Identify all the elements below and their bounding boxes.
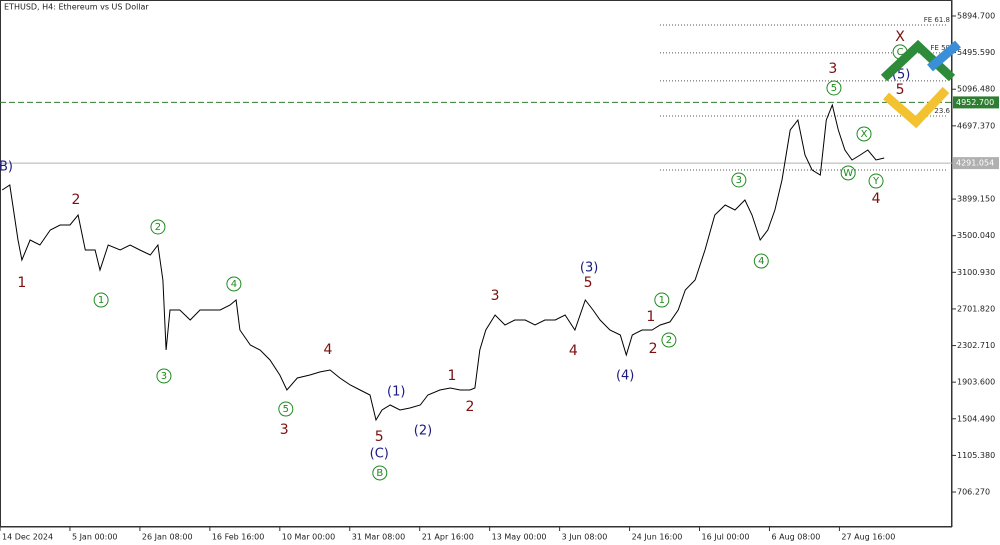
x-tick-label: 21 Apr 16:00 bbox=[422, 533, 474, 542]
y-tick-label: 706.270 bbox=[957, 488, 990, 497]
x-tick-label: 13 May 00:00 bbox=[492, 533, 547, 542]
x-tick-label: 27 Aug 16:00 bbox=[841, 533, 895, 542]
wave-label: 4 bbox=[231, 279, 237, 290]
wave-circle bbox=[150, 219, 166, 235]
wave-label: 3 bbox=[280, 422, 289, 438]
x-tick-label: 3 Jun 08:00 bbox=[562, 533, 608, 542]
wave-circle bbox=[661, 332, 677, 348]
fib-label: 23.6 bbox=[934, 107, 950, 115]
wave-label: W bbox=[843, 168, 853, 179]
wave-label: (1) bbox=[387, 384, 405, 399]
wave-label: 5 bbox=[896, 82, 905, 98]
wave-circle bbox=[372, 465, 388, 481]
chart-title: ETHUSD, H4: Ethereum vs US Dollar bbox=[4, 3, 149, 12]
wave-label: 5 bbox=[831, 83, 837, 94]
wave-label: 1 bbox=[17, 275, 26, 291]
y-tick-label: 2701.820 bbox=[957, 304, 995, 313]
x-tick-label: 16 Jul 00:00 bbox=[702, 533, 750, 542]
wave-label: Y bbox=[872, 176, 880, 187]
wave-label: 2 bbox=[649, 341, 658, 357]
x-tick-label: 31 Mar 08:00 bbox=[352, 533, 405, 542]
wave-circle bbox=[731, 172, 747, 188]
wave-circle bbox=[753, 253, 769, 269]
price-label-box bbox=[953, 157, 999, 170]
wave-circle bbox=[278, 401, 294, 417]
wave-label: 2 bbox=[466, 399, 475, 415]
x-tick-label: 14 Dec 2024 bbox=[2, 533, 53, 542]
wave-label: (2) bbox=[414, 424, 432, 439]
wave-label: 5 bbox=[375, 429, 384, 445]
wave-label: 5 bbox=[283, 404, 289, 415]
wave-circle bbox=[868, 173, 884, 189]
x-tick-label: 10 Mar 00:00 bbox=[282, 533, 335, 542]
wave-label: 3 bbox=[161, 371, 167, 382]
plot-frame bbox=[0, 0, 952, 527]
wave-label: 4 bbox=[872, 191, 881, 207]
y-tick-label: 5096.480 bbox=[957, 85, 995, 94]
y-tick-label: 3500.040 bbox=[957, 231, 995, 240]
wave-label: 1 bbox=[98, 295, 104, 306]
logo bbox=[880, 39, 961, 129]
y-tick-label: 1903.600 bbox=[957, 378, 995, 387]
wave-label: 3 bbox=[828, 61, 837, 77]
wave-label: 5 bbox=[584, 275, 593, 291]
wave-label: 4 bbox=[569, 343, 578, 359]
wave-circle bbox=[93, 292, 109, 308]
wave-label: (4) bbox=[616, 368, 634, 383]
wave-label: 4 bbox=[758, 256, 764, 267]
wave-label: B bbox=[376, 468, 383, 479]
wave-label: X bbox=[895, 29, 905, 45]
wave-label: 4 bbox=[323, 342, 332, 358]
y-tick-label: 1105.380 bbox=[957, 451, 995, 460]
wave-label: B) bbox=[0, 159, 13, 174]
wave-circle bbox=[856, 126, 872, 142]
wave-label: (3) bbox=[580, 260, 598, 275]
wave-label: 2 bbox=[155, 222, 161, 233]
wave-circle bbox=[654, 292, 670, 308]
wave-circle bbox=[840, 165, 856, 181]
y-tick-label: 3100.930 bbox=[957, 268, 995, 277]
y-tick-label: 4697.370 bbox=[957, 121, 995, 130]
wave-label: 1 bbox=[646, 309, 655, 325]
wave-label: X bbox=[861, 129, 868, 140]
price-label: 4952.700 bbox=[956, 98, 994, 107]
x-tick-label: 6 Aug 08:00 bbox=[771, 533, 820, 542]
fib-label: FE 50 bbox=[930, 44, 950, 52]
wave-label: 3 bbox=[736, 175, 742, 186]
price-label-box bbox=[953, 96, 999, 109]
y-tick-label: 5495.590 bbox=[957, 48, 995, 57]
wave-circle bbox=[156, 368, 172, 384]
price-line bbox=[1, 103, 885, 422]
wave-label: 3 bbox=[491, 288, 500, 304]
x-tick-label: 24 Jun 16:00 bbox=[632, 533, 683, 542]
wave-label: 2 bbox=[72, 192, 81, 208]
fib-label: FE 61.8 bbox=[924, 16, 950, 24]
wave-label: (C) bbox=[370, 446, 389, 461]
y-tick-label: 3899.150 bbox=[957, 195, 995, 204]
wave-label: 1 bbox=[447, 368, 456, 384]
x-tick-label: 5 Jan 00:00 bbox=[72, 533, 118, 542]
y-tick-label: 2302.710 bbox=[957, 341, 995, 350]
wave-label: C bbox=[897, 47, 904, 58]
y-tick-label: 5894.700 bbox=[957, 11, 995, 20]
wave-label: 2 bbox=[666, 335, 672, 346]
x-tick-label: 16 Feb 16:00 bbox=[212, 533, 264, 542]
price-label: 4291.054 bbox=[956, 159, 994, 168]
y-tick-label: 1504.490 bbox=[957, 414, 995, 423]
wave-circle bbox=[826, 80, 842, 96]
wave-label: 1 bbox=[659, 295, 665, 306]
wave-circle bbox=[226, 276, 242, 292]
x-tick-label: 26 Jan 08:00 bbox=[142, 533, 193, 542]
